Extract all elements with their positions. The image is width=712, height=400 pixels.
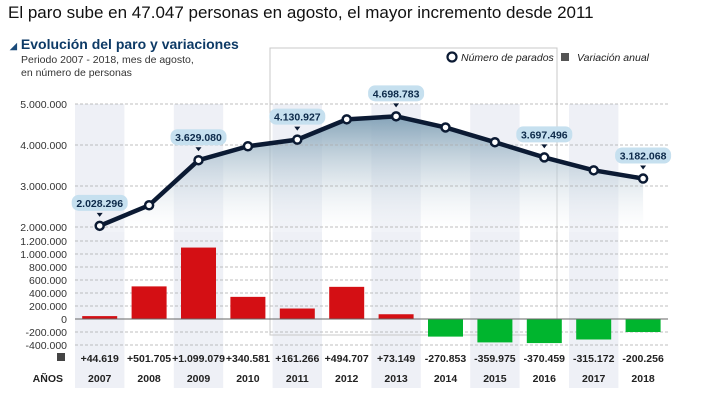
point-2013 bbox=[390, 111, 402, 122]
bar-2018 bbox=[625, 319, 661, 333]
headline: El paro sube en 47.047 personas en agost… bbox=[8, 3, 594, 22]
variation-legend-square bbox=[57, 353, 65, 361]
y-tick-label: 1.000.000 bbox=[20, 249, 67, 261]
note-line-2: en número de personas bbox=[21, 67, 132, 79]
bar-value-label: -370.459 bbox=[524, 353, 566, 365]
y-tick-label: 1.200.000 bbox=[20, 236, 67, 248]
point-2016 bbox=[539, 152, 550, 163]
bar-value-label: -315.172 bbox=[573, 353, 615, 365]
value-label: 3.629.080 bbox=[175, 132, 222, 144]
value-pill bbox=[71, 194, 128, 211]
column-band bbox=[569, 104, 619, 388]
pointer-icon bbox=[294, 126, 301, 131]
point-2012 bbox=[341, 114, 352, 125]
x-tick-label: 2014 bbox=[434, 373, 458, 385]
x-tick-label: 2009 bbox=[187, 373, 211, 385]
y-tick-label: 800.000 bbox=[29, 262, 67, 274]
chart-subtitle-text: Evolución del paro y variaciones bbox=[20, 36, 239, 52]
x-tick-label: 2010 bbox=[236, 373, 260, 385]
bar-2017 bbox=[576, 319, 612, 340]
y-tick-label: 4.000.000 bbox=[20, 140, 67, 152]
bar-value-label: +340.581 bbox=[226, 353, 270, 365]
bar-value-label: +1.099.079 bbox=[172, 353, 225, 365]
bar-2016 bbox=[526, 319, 562, 344]
pointer-icon bbox=[393, 103, 400, 108]
x-tick-label: 2017 bbox=[582, 373, 606, 385]
legend-square-icon bbox=[561, 53, 569, 61]
value-pill bbox=[615, 147, 672, 164]
chart-subtitle: ◢ Evolución del paro y variaciones bbox=[10, 36, 239, 52]
triangle-icon: ◢ bbox=[10, 41, 17, 51]
value-label: 3.182.068 bbox=[620, 151, 667, 163]
x-tick-label: 2011 bbox=[286, 373, 309, 385]
value-pill bbox=[269, 108, 326, 125]
line-parados bbox=[98, 114, 644, 228]
value-label: 2.028.296 bbox=[76, 198, 123, 210]
point-2014 bbox=[440, 122, 451, 133]
x-tick-label: 2013 bbox=[384, 373, 408, 385]
bar-2008 bbox=[131, 286, 167, 319]
x-tick-label: 2015 bbox=[483, 373, 507, 385]
value-pill bbox=[170, 129, 227, 146]
bar-2011 bbox=[279, 308, 315, 319]
bar-value-label: +44.619 bbox=[81, 353, 119, 365]
legend-variacion: Variación anual bbox=[577, 52, 650, 64]
point-2010 bbox=[242, 140, 254, 152]
y-tick-label: 0 bbox=[61, 314, 67, 326]
point-2011 bbox=[292, 134, 303, 145]
x-tick-label: 2008 bbox=[137, 373, 161, 385]
bar-2007 bbox=[82, 316, 118, 319]
point-2008 bbox=[143, 200, 155, 211]
y-tick-label: -400.000 bbox=[26, 340, 68, 352]
bar-value-label: +501.705 bbox=[127, 353, 171, 365]
y-tick-label: 200.000 bbox=[29, 301, 67, 313]
value-label: 3.697.496 bbox=[521, 129, 568, 141]
value-label: 4.130.927 bbox=[274, 112, 321, 124]
x-tick-label: 2018 bbox=[631, 373, 655, 385]
bar-value-label: +161.266 bbox=[275, 353, 319, 365]
x-tick-label: 2007 bbox=[88, 373, 112, 385]
bar-value-label: -359.975 bbox=[474, 353, 516, 365]
years-label: AÑOS bbox=[33, 372, 63, 385]
pointer-icon bbox=[195, 147, 202, 152]
column-band bbox=[173, 104, 224, 388]
bar-2015 bbox=[477, 319, 513, 343]
value-pill bbox=[516, 126, 573, 143]
note-line-1: Periodo 2007 - 2018, mes de agosto, bbox=[21, 54, 194, 66]
bar-2009 bbox=[181, 247, 216, 319]
bar-2012 bbox=[329, 286, 365, 319]
legend-parados: Número de parados bbox=[461, 52, 555, 64]
point-2018 bbox=[637, 173, 649, 184]
value-pill bbox=[368, 85, 425, 102]
value-label: 4.698.783 bbox=[373, 88, 420, 100]
y-tick-label: 600.000 bbox=[29, 275, 67, 287]
x-tick-label: 2012 bbox=[335, 373, 359, 385]
point-2007 bbox=[94, 220, 105, 232]
chart-note: Periodo 2007 - 2018, mes de agosto, en n… bbox=[21, 54, 194, 80]
column-band bbox=[75, 104, 125, 388]
legend-circle-icon bbox=[446, 51, 458, 63]
point-2015 bbox=[489, 136, 501, 148]
pointer-icon bbox=[541, 144, 548, 149]
y-tick-label: 3.000.000 bbox=[20, 181, 67, 193]
bar-value-label: -270.853 bbox=[425, 353, 467, 365]
pointer-icon bbox=[96, 212, 103, 217]
point-2017 bbox=[588, 165, 599, 176]
bar-value-label: -200.256 bbox=[622, 353, 664, 365]
bar-2014 bbox=[428, 319, 463, 337]
y-tick-label: -200.000 bbox=[26, 327, 68, 339]
y-tick-label: 400.000 bbox=[29, 288, 67, 300]
bar-value-label: +494.707 bbox=[325, 353, 369, 365]
bar-2013 bbox=[378, 314, 414, 319]
bar-value-label: +73.149 bbox=[377, 353, 415, 365]
bar-2010 bbox=[230, 296, 266, 319]
y-tick-label: 5.000.000 bbox=[20, 99, 67, 111]
x-tick-label: 2016 bbox=[533, 373, 557, 385]
y-tick-label: 2.000.000 bbox=[20, 222, 67, 234]
area-fill bbox=[99, 116, 644, 232]
pointer-icon bbox=[640, 165, 647, 170]
point-2009 bbox=[193, 154, 204, 166]
